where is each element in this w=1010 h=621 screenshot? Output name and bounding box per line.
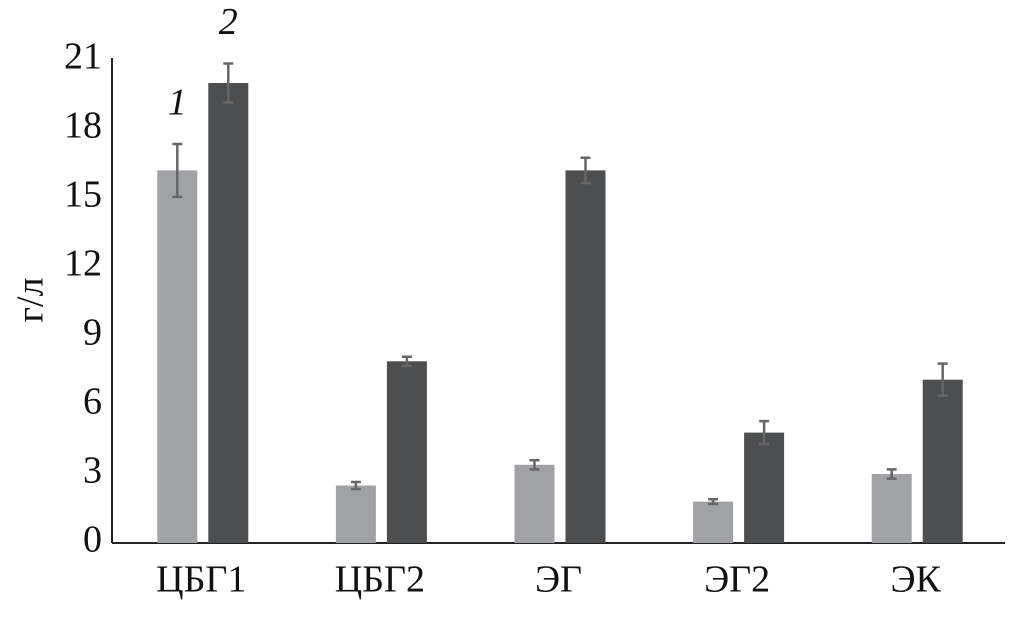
error-bar — [759, 419, 770, 446]
x-tick-label: ЭК — [890, 559, 941, 601]
bar — [922, 379, 963, 543]
error-bar — [223, 62, 234, 104]
y-tick-label: 12 — [64, 243, 102, 285]
legend-label: 2 — [219, 1, 238, 43]
error-bar — [529, 458, 540, 471]
error-bar — [401, 355, 412, 368]
x-tick-label: ЭГ — [535, 559, 582, 601]
y-axis-label: г/л — [10, 277, 52, 322]
legend-label: 1 — [168, 82, 187, 124]
bar — [514, 464, 555, 543]
error-bar — [937, 362, 948, 398]
error-bar — [350, 480, 361, 491]
y-tick-label: 9 — [83, 312, 102, 354]
error-bar — [172, 142, 183, 199]
x-tick-label: ЭГ2 — [704, 559, 770, 601]
bar — [157, 170, 198, 543]
x-tick-label: ЦБГ2 — [335, 559, 425, 601]
y-tick-label: 0 — [83, 519, 102, 561]
bar — [335, 485, 376, 543]
bar — [871, 474, 912, 543]
y-tick-label: 6 — [83, 381, 102, 423]
y-tick-label: 3 — [83, 450, 102, 492]
bar — [386, 361, 427, 543]
error-bar — [580, 156, 591, 185]
error-bar — [886, 468, 897, 480]
bar — [565, 170, 606, 543]
y-tick-label: 15 — [64, 174, 102, 216]
x-tick-label: ЦБГ1 — [156, 559, 246, 601]
bar — [208, 83, 249, 543]
error-bar — [708, 498, 719, 506]
y-tick-label: 21 — [64, 36, 102, 78]
bar — [693, 501, 734, 543]
bar — [744, 432, 785, 543]
y-tick-label: 18 — [64, 105, 102, 147]
